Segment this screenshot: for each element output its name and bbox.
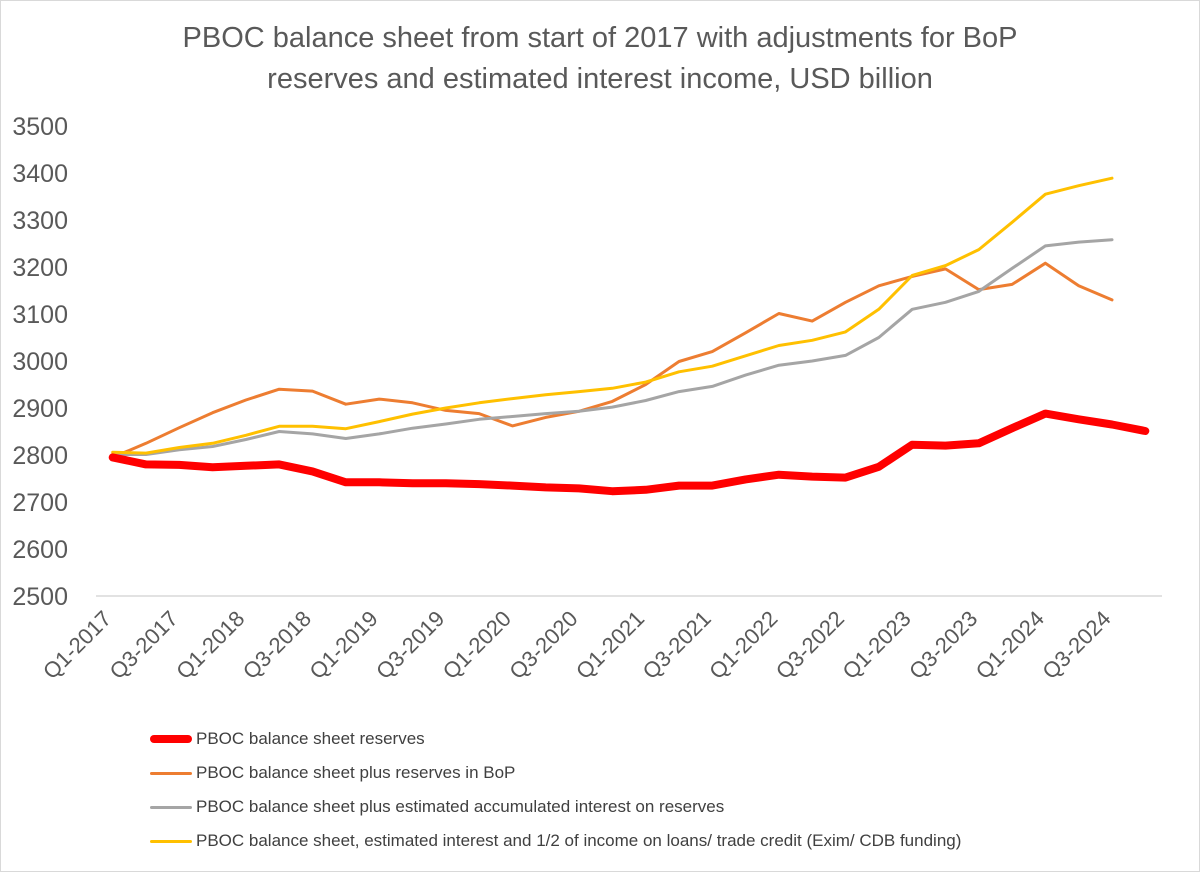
x-tick-label: Q1-2020 xyxy=(438,606,516,684)
series-line-1 xyxy=(108,409,1150,496)
y-tick-label: 3100 xyxy=(12,301,68,329)
series-layer xyxy=(108,176,1150,496)
legend-label-interest: PBOC balance sheet plus estimated accumu… xyxy=(196,797,725,816)
legend-label-bop: PBOC balance sheet plus reserves in BoP xyxy=(196,763,516,782)
y-tick-label: 3400 xyxy=(12,160,68,188)
legend-label-loans: PBOC balance sheet, estimated interest a… xyxy=(196,831,962,850)
y-tick-label: 2500 xyxy=(12,583,68,611)
x-tick-label: Q3-2020 xyxy=(504,606,582,684)
x-axis: Q1-2017Q3-2017Q1-2018Q3-2018Q1-2019Q3-20… xyxy=(38,595,1162,684)
y-tick-label: 3200 xyxy=(12,254,68,282)
y-tick-label: 2700 xyxy=(12,489,68,517)
x-tick-label: Q1-2023 xyxy=(837,606,915,684)
y-tick-label: 2600 xyxy=(12,536,68,564)
x-tick-label: Q1-2022 xyxy=(704,606,782,684)
legend: PBOC balance sheet reserves PBOC balance… xyxy=(150,722,1150,858)
series-line-2 xyxy=(111,261,1114,459)
legend-label-reserves: PBOC balance sheet reserves xyxy=(196,729,425,748)
legend-swatch-reserves xyxy=(150,735,192,743)
x-tick-label: Q1-2019 xyxy=(304,606,382,684)
y-tick-label: 3000 xyxy=(12,348,68,376)
x-tick-label: Q1-2024 xyxy=(971,606,1049,684)
x-tick-label: Q1-2017 xyxy=(38,606,116,684)
y-tick-label: 3500 xyxy=(12,113,68,141)
legend-swatch-interest xyxy=(150,805,192,809)
series-line-4 xyxy=(111,176,1114,455)
chart-title-line-2: reserves and estimated interest income, … xyxy=(267,63,933,95)
x-tick-label: Q3-2021 xyxy=(638,606,716,684)
y-tick-label: 3300 xyxy=(12,207,68,235)
legend-item-reserves: PBOC balance sheet reserves xyxy=(150,722,1150,756)
legend-item-interest: PBOC balance sheet plus estimated accumu… xyxy=(150,790,1150,824)
legend-swatch-bop xyxy=(150,771,192,775)
x-tick-label: Q3-2019 xyxy=(371,606,449,684)
x-tick-label: Q3-2024 xyxy=(1037,606,1115,684)
y-tick-label: 2800 xyxy=(12,442,68,470)
chart-title: PBOC balance sheet from start of 2017 wi… xyxy=(0,18,1200,100)
x-tick-label: Q3-2018 xyxy=(238,606,316,684)
legend-item-loans: PBOC balance sheet, estimated interest a… xyxy=(150,824,1150,858)
x-tick-label: Q1-2021 xyxy=(571,606,649,684)
legend-swatch-loans xyxy=(150,839,192,843)
x-tick-label: Q3-2023 xyxy=(904,606,982,684)
y-tick-label: 2900 xyxy=(12,395,68,423)
legend-item-bop: PBOC balance sheet plus reserves in BoP xyxy=(150,756,1150,790)
y-axis: 2500 2600 2700 2800 2900 3000 3100 3200 3300 3400… xyxy=(12,113,68,611)
series-line-3 xyxy=(111,238,1114,456)
x-tick-label: Q3-2022 xyxy=(771,606,849,684)
x-tick-label: Q3-2017 xyxy=(105,606,183,684)
x-tick-label: Q1-2018 xyxy=(171,606,249,684)
chart-title-line-1: PBOC balance sheet from start of 2017 wi… xyxy=(182,22,1018,54)
